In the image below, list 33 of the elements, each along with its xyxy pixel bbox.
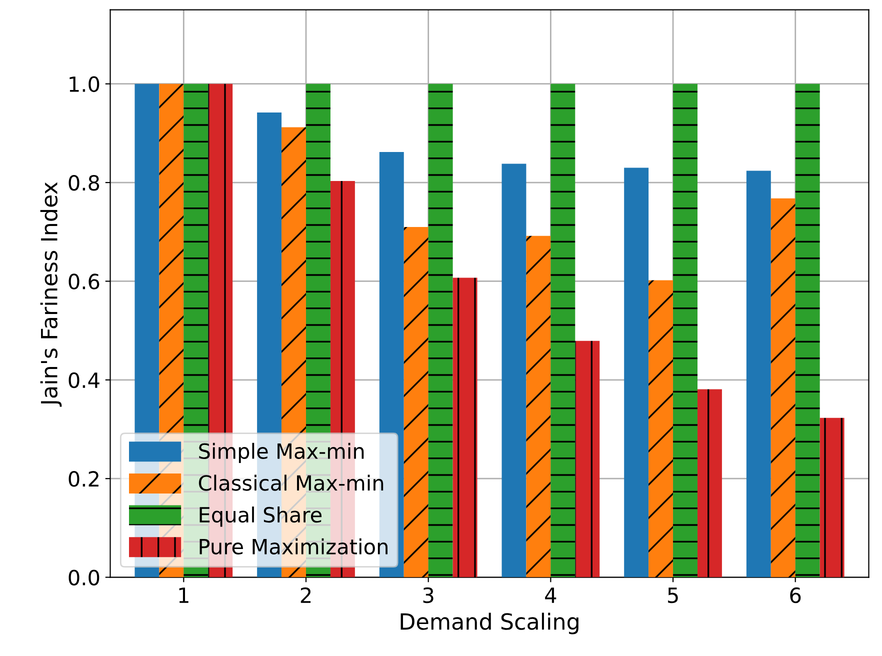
- bar: [795, 84, 820, 578]
- y-tick-label: 1.0: [70, 76, 100, 92]
- y-tick-label: 0.6: [68, 274, 100, 290]
- bar: [746, 170, 771, 578]
- bar: [404, 226, 428, 578]
- x-tick-label: 5: [668, 588, 678, 604]
- x-tick-label: 1: [179, 588, 188, 603]
- x-axis-title: Demand Scaling: [400, 612, 578, 634]
- bar: [502, 164, 526, 578]
- x-tick-label: 2: [300, 587, 311, 603]
- legend-label: Simple Max-min: [199, 442, 364, 464]
- legend-label: Classical Max-min: [198, 474, 384, 491]
- bar: [452, 278, 478, 578]
- bar: [820, 418, 844, 578]
- bar: [550, 84, 576, 578]
- bar: [526, 236, 551, 578]
- bar: [575, 340, 600, 578]
- bar: [673, 84, 698, 578]
- x-tick-label: 6: [790, 587, 801, 604]
- y-tick-label: 0.8: [68, 174, 100, 191]
- bar: [624, 168, 649, 578]
- legend-label: Pure Maximization: [200, 538, 388, 554]
- bar: [648, 280, 674, 578]
- bar: [770, 198, 796, 578]
- x-tick-label: 3: [423, 587, 434, 604]
- bar: [428, 84, 453, 578]
- y-tick-label: 0.2: [68, 471, 98, 487]
- y-tick-label: 0.4: [68, 372, 100, 388]
- legend-label: Equal Share: [200, 506, 322, 527]
- y-axis-title: Jain's Fariness Index: [40, 182, 62, 407]
- y-tick-label: 0.0: [68, 570, 100, 586]
- bar: [697, 389, 722, 578]
- x-tick-label: 4: [545, 588, 556, 603]
